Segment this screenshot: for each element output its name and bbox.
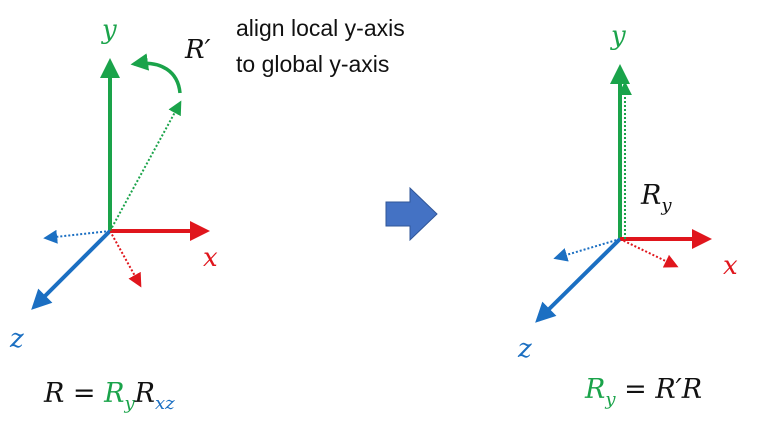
left-y-label: y <box>101 15 117 45</box>
right-frame: y x z Ry Ry = R′R <box>517 21 738 410</box>
align-note-line2: to global y-axis <box>236 51 389 77</box>
left-local-y-axis <box>109 100 182 232</box>
left-z-label: z <box>9 324 24 354</box>
right-local-z-axis <box>553 238 621 262</box>
left-local-z-axis <box>43 229 111 244</box>
left-z-axis <box>31 229 112 310</box>
block-arrow-right-icon <box>385 186 438 242</box>
right-y-label: y <box>610 21 626 51</box>
left-local-x-axis <box>109 230 142 288</box>
right-x-label: x <box>723 251 738 281</box>
left-x-label: x <box>203 243 218 273</box>
left-frame: y x z R′ align local y-axis to global y-… <box>9 15 405 414</box>
r-prime-label: R′ <box>184 35 211 65</box>
left-formula: R = RyRxz <box>43 378 175 414</box>
right-z-label: z <box>517 334 532 364</box>
right-formula: Ry = R′R <box>584 374 702 410</box>
align-note-line1: align local y-axis <box>236 15 405 41</box>
right-z-axis <box>535 237 622 323</box>
rotation-curve-arrow <box>130 53 182 94</box>
right-local-x-axis <box>619 238 679 268</box>
ry-label: Ry <box>640 180 672 216</box>
